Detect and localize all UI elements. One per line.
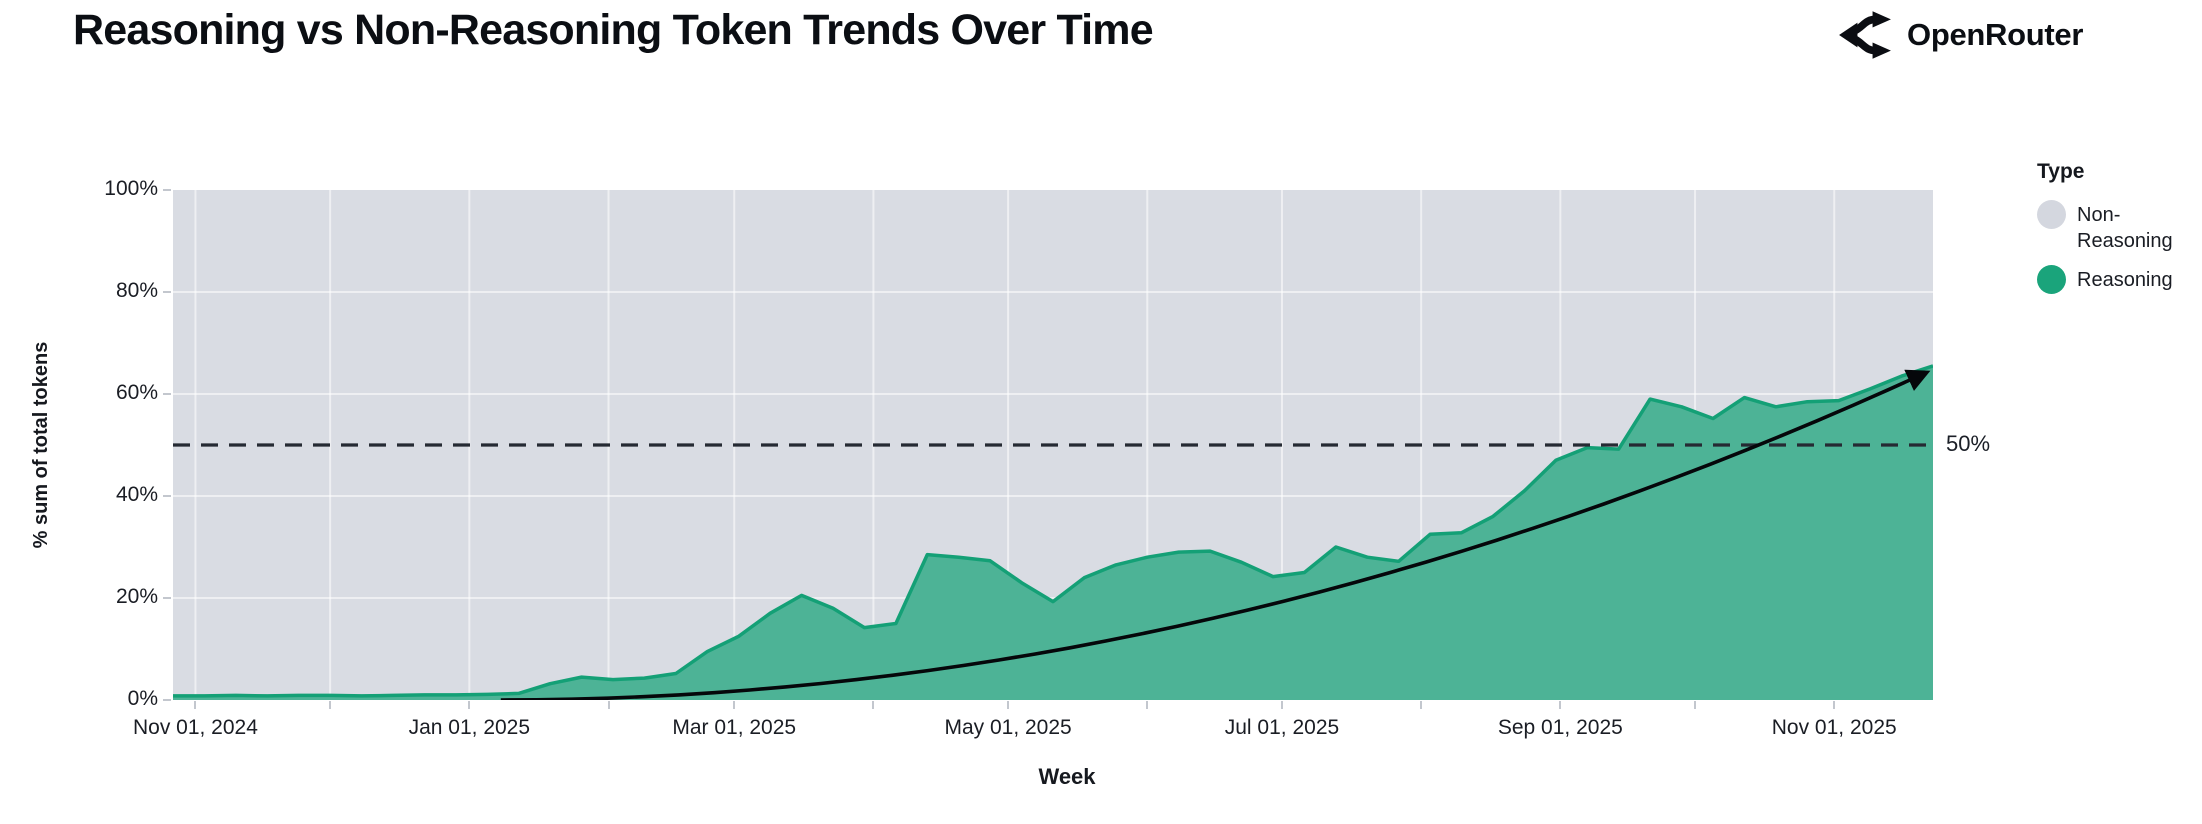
ref-line-label: 50% xyxy=(1946,431,1991,456)
legend-swatch-icon xyxy=(2037,265,2066,294)
x-tick-mark xyxy=(1146,701,1149,709)
x-tick-mark xyxy=(1007,701,1010,709)
reasoning-line xyxy=(173,364,1933,698)
y-tick-mark xyxy=(163,597,171,599)
x-tick-mark xyxy=(1694,701,1697,709)
y-tick-label: 0% xyxy=(127,687,158,710)
x-tick-mark xyxy=(1420,701,1423,709)
reasoning-area xyxy=(173,365,1933,700)
legend-item-label: Non-Reasoning xyxy=(2077,204,2173,252)
x-tick-mark xyxy=(1280,701,1283,709)
brand-name: OpenRouter xyxy=(1907,17,2084,52)
x-tick-mark xyxy=(733,701,736,709)
page-title: Reasoning vs Non-Reasoning Token Trends … xyxy=(73,6,1154,54)
y-tick-label: 60% xyxy=(115,381,158,404)
legend-swatch-icon xyxy=(2037,200,2066,229)
legend-item-non-reasoning: Non-Reasoning xyxy=(2037,200,2197,254)
y-tick-mark xyxy=(163,699,171,701)
x-tick-mark xyxy=(1559,701,1562,709)
legend-items: Non-Reasoning Reasoning xyxy=(2037,200,2197,294)
x-tick-mark xyxy=(1833,701,1836,709)
y-tick-label: 80% xyxy=(115,279,158,302)
legend-item-reasoning: Reasoning xyxy=(2037,265,2197,294)
y-tick-label: 40% xyxy=(115,483,158,506)
x-tick-mark xyxy=(607,701,610,709)
legend: Type Non-Reasoning Reasoning xyxy=(2037,160,2197,307)
x-tick-label: Mar 01, 2025 xyxy=(672,716,797,739)
plot-area xyxy=(173,190,1933,700)
y-tick-label: 100% xyxy=(104,177,158,200)
x-tick-label: Nov 01, 2024 xyxy=(132,716,258,739)
x-tick-mark xyxy=(194,701,197,709)
x-tick-mark xyxy=(872,701,875,709)
y-axis-title: % sum of total tokens xyxy=(30,341,52,549)
trend-arrow xyxy=(500,369,1931,700)
x-tick-label: Jul 01, 2025 xyxy=(1224,716,1340,739)
x-tick-label: May 01, 2025 xyxy=(944,716,1072,739)
y-tick-mark xyxy=(163,393,171,395)
openrouter-logo-icon xyxy=(1839,11,1891,59)
legend-item-label: Reasoning xyxy=(2077,269,2173,291)
y-tick-mark xyxy=(163,495,171,497)
x-tick-mark xyxy=(468,701,471,709)
x-axis-title: Week xyxy=(1038,764,1096,789)
x-tick-label: Jan 01, 2025 xyxy=(408,716,531,739)
brand: OpenRouter xyxy=(1838,8,2083,62)
x-tick-mark xyxy=(329,701,332,709)
x-tick-label: Nov 01, 2025 xyxy=(1771,716,1897,739)
y-tick-mark xyxy=(163,189,171,191)
y-tick-label: 20% xyxy=(115,585,158,608)
legend-title: Type xyxy=(2037,160,2085,183)
x-tick-label: Sep 01, 2025 xyxy=(1497,716,1623,739)
y-tick-mark xyxy=(163,291,171,293)
